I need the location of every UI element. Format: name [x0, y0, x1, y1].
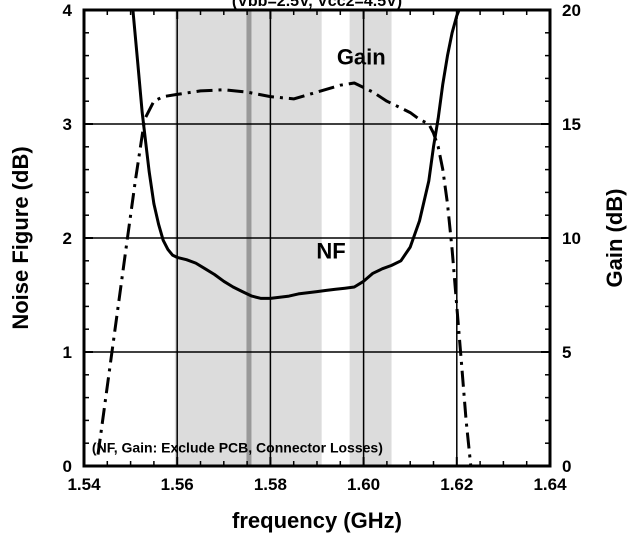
annotations: Gain NF (NF, Gain: Exclude PCB, Connector … — [92, 45, 386, 456]
y-tick-label: 1 — [63, 343, 72, 362]
y-tick-label: 4 — [63, 1, 73, 20]
annotation-gain: Gain — [337, 45, 386, 70]
grid-lines — [84, 10, 550, 466]
series-lines — [96, 10, 473, 466]
y-tick-label: 3 — [63, 115, 72, 134]
series-line-gain — [96, 81, 473, 466]
annotation-nf-gain-exclude-pcb-connector-losses: (NF, Gain: Exclude PCB, Connector Losses… — [92, 439, 383, 455]
y-tick-label: 0 — [63, 457, 72, 476]
x-tick-label: 1.54 — [67, 475, 101, 494]
axis-ticks — [83, 9, 551, 467]
series-line-nf — [131, 10, 461, 300]
y-axis-left-title: Noise Figure (dB) — [8, 146, 33, 329]
x-tick-label: 1.58 — [254, 475, 287, 494]
y-tick-label: 2 — [63, 229, 72, 248]
chart-title: (Vbb=2.5V, Vcc2=4.5V) — [232, 0, 402, 10]
x-axis-title: frequency (GHz) — [232, 508, 402, 533]
x-tick-label: 1.56 — [161, 475, 194, 494]
y2-tick-label: 15 — [562, 115, 581, 134]
y2-tick-label: 10 — [562, 229, 581, 248]
x-tick-label: 1.60 — [347, 475, 380, 494]
x-tick-label: 1.64 — [533, 475, 567, 494]
y2-tick-label: 20 — [562, 1, 581, 20]
y2-tick-label: 0 — [562, 457, 571, 476]
y-axis-right-title: Gain (dB) — [602, 189, 627, 288]
y2-tick-label: 5 — [562, 343, 571, 362]
annotation-nf: NF — [316, 239, 345, 264]
x-tick-label: 1.62 — [440, 475, 473, 494]
